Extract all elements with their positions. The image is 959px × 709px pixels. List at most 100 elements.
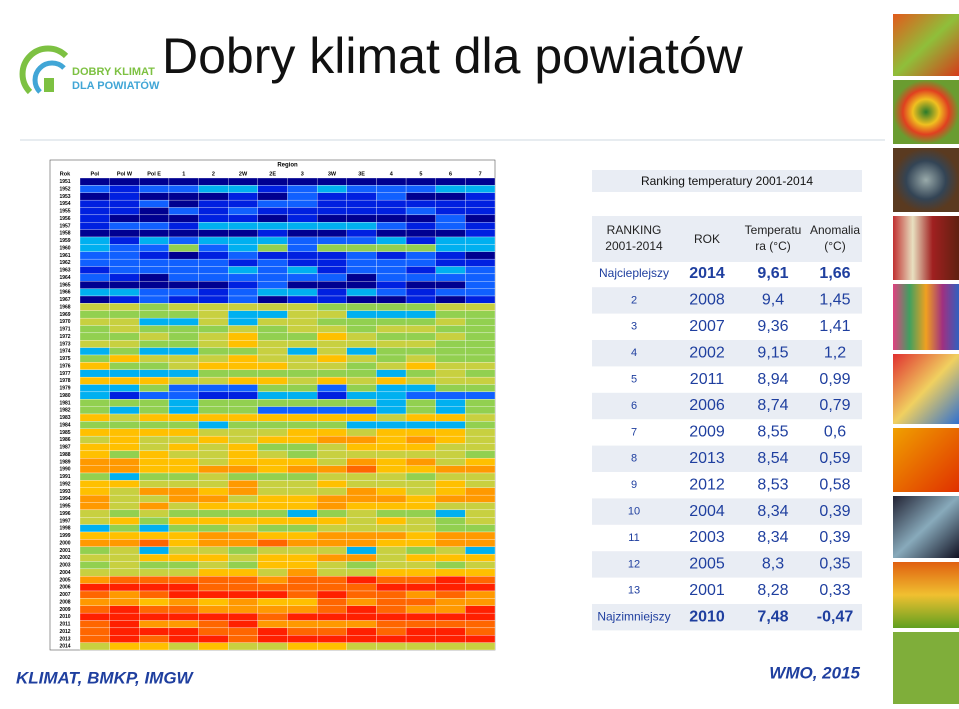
heatmap-year-label: 1953 [59,194,70,200]
heatmap-cell [405,620,436,629]
heatmap-cell [405,531,436,540]
heatmap-cell [139,281,170,289]
heatmap-cell [465,185,496,193]
heatmap-column-label: 1 [182,171,185,177]
heatmap-cell [198,399,229,407]
heatmap-column-label: 2W [239,171,248,177]
heatmap-cell [257,384,288,393]
heatmap-cell [346,325,377,334]
heatmap-cell [435,340,466,348]
heatmap-cell [316,458,347,466]
heatmap-cell [198,487,229,496]
heatmap-cell [168,517,199,525]
heatmap-cell [257,435,288,444]
heatmap-year-label: 1994 [59,496,70,502]
heatmap-cell [79,258,110,267]
heatmap-cell [79,185,110,193]
heatmap-cell [287,310,318,319]
heatmap-cell [287,340,318,348]
heatmap-cell [168,428,199,437]
heatmap-cell [405,642,436,651]
heatmap-cell [139,428,170,437]
heatmap-cell [435,347,466,356]
heatmap-cell [168,273,199,282]
heatmap-cell [435,354,466,363]
table-header: ROK [694,232,720,246]
heatmap-cell [139,295,170,304]
heatmap-cell [257,177,288,186]
heatmap-cell [228,583,259,592]
heatmap-year-label: 1970 [59,319,70,325]
heatmap-cell [79,517,110,525]
heatmap-cell [435,502,466,511]
heatmap-cell [435,568,466,577]
heatmap-cell [168,627,199,636]
heatmap-cell [465,244,496,252]
rank-label: 11 [628,532,639,544]
heatmap-cell [346,391,377,400]
heatmap-cell [376,354,407,363]
heatmap-cell [79,192,110,201]
heatmap-cell [316,539,347,547]
heatmap-cell [139,598,170,606]
heatmap-cell [287,568,318,577]
heatmap-cell [139,612,170,621]
heatmap-cell [198,295,229,304]
heatmap-year-label: 1982 [59,408,70,414]
heatmap-cell [228,354,259,363]
heatmap-cell [257,258,288,267]
heatmap-cell [287,406,318,415]
heatmap-cell [316,413,347,422]
heatmap-cell [405,576,436,584]
table-cell: 8,54 [757,450,788,467]
heatmap-cell [376,642,407,651]
heatmap-cell [198,288,229,297]
heatmap-cell [198,561,229,570]
heatmap-year-label: 1976 [59,363,70,369]
heatmap-cell [139,465,170,474]
heatmap-cell [168,258,199,267]
heatmap-cell [376,443,407,452]
heatmap-cell [405,406,436,415]
heatmap-year-label: 1997 [59,518,70,524]
heatmap-cell [405,443,436,452]
heatmap-cell [109,583,140,592]
heatmap-cell [316,281,347,289]
heatmap-column-label: 3 [301,171,304,177]
heatmap-cell [287,605,318,614]
heatmap-cell [465,443,496,452]
heatmap-cell [316,303,347,311]
heatmap-cell [376,214,407,223]
heatmap-cell [109,450,140,459]
heatmap-cell [139,487,170,496]
heatmap-cell [316,480,347,488]
heatmap-header: Region [277,163,298,169]
heatmap-cell [79,244,110,252]
heatmap-cell [465,251,496,260]
heatmap-cell [257,531,288,540]
heatmap-cell [346,369,377,378]
heatmap-cell [346,244,377,252]
heatmap-cell [465,450,496,459]
heatmap-cell [465,332,496,341]
heatmap-cell [316,192,347,201]
heatmap-cell [287,192,318,201]
heatmap-cell [109,244,140,252]
heatmap-cell [287,561,318,570]
heatmap-cell [405,635,436,643]
rank-label: 12 [628,558,640,570]
heatmap-cell [316,273,347,282]
table-row-band [592,604,862,631]
heatmap-column-label: 7 [479,171,482,177]
heatmap-year-label: 1999 [59,533,70,539]
heatmap-cell [198,620,229,629]
heatmap-cell [139,229,170,238]
heatmap-cell [376,288,407,297]
heatmap-cell [465,612,496,621]
heatmap-cell [198,583,229,592]
heatmap-cell [435,192,466,201]
heatmap-cell [228,369,259,378]
heatmap-cell [316,244,347,252]
heatmap-year-label: 1956 [59,216,70,222]
